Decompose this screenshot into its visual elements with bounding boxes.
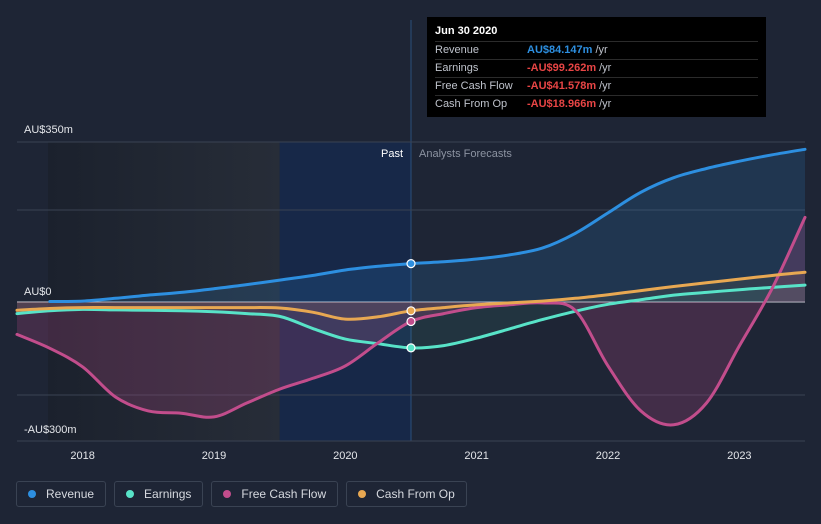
tooltip-value: -AU$99.262m bbox=[527, 62, 597, 74]
tooltip-label: Earnings bbox=[435, 62, 479, 74]
series-area-earnings bbox=[17, 285, 805, 348]
legend-dot-icon bbox=[126, 490, 135, 498]
series-line-revenue bbox=[48, 147, 807, 304]
legend-item-cash-from-op[interactable]: Cash From Op bbox=[346, 481, 467, 507]
x-tick-label: 2019 bbox=[202, 450, 226, 462]
highlight-point bbox=[406, 259, 416, 269]
tooltip-value: -AU$18.966m bbox=[527, 98, 597, 110]
tooltip-label: Revenue bbox=[435, 44, 480, 56]
legend-item-earnings[interactable]: Earnings bbox=[114, 481, 204, 507]
past-highlight-region bbox=[279, 142, 411, 441]
y-tick-label: -AU$300m bbox=[24, 424, 77, 436]
tooltip-unit: /yr bbox=[599, 98, 612, 110]
series-area-revenue bbox=[49, 149, 806, 302]
legend-dot-icon bbox=[358, 490, 367, 498]
tooltip-panel: Jun 30 2020 Revenue AU$84.147m /yr Earni… bbox=[427, 17, 766, 117]
x-tick-label: 2021 bbox=[464, 450, 488, 462]
legend-label: Free Cash Flow bbox=[241, 487, 327, 501]
tooltip-row-cash-from-op: Cash From Op -AU$18.966m /yr bbox=[435, 95, 758, 113]
forecast-label: Analysts Forecasts bbox=[419, 148, 512, 160]
tooltip-unit: /yr bbox=[599, 62, 612, 74]
tooltip-value: -AU$41.578m bbox=[527, 80, 597, 92]
past-region-bg bbox=[48, 142, 280, 441]
legend-dot-icon bbox=[223, 490, 232, 498]
tooltip-row-free-cash-flow: Free Cash Flow -AU$41.578m /yr bbox=[435, 77, 758, 95]
tooltip-date: Jun 30 2020 bbox=[435, 25, 498, 37]
tooltip-unit: /yr bbox=[599, 80, 612, 92]
y-tick-label: AU$350m bbox=[24, 124, 73, 136]
tooltip-row-earnings: Earnings -AU$99.262m /yr bbox=[435, 59, 758, 77]
legend-dot-icon bbox=[28, 490, 36, 498]
legend-item-revenue[interactable]: Revenue bbox=[16, 481, 107, 507]
x-tick-label: 2018 bbox=[70, 450, 94, 462]
x-tick-label: 2023 bbox=[727, 450, 751, 462]
x-tick-label: 2020 bbox=[333, 450, 357, 462]
tooltip-value: AU$84.147m bbox=[527, 44, 593, 56]
past-label: Past bbox=[381, 148, 403, 160]
legend-label: Earnings bbox=[144, 487, 192, 501]
y-tick-label: AU$0 bbox=[24, 286, 52, 298]
legend-item-free-cash-flow[interactable]: Free Cash Flow bbox=[211, 481, 339, 507]
tooltip-label: Free Cash Flow bbox=[435, 80, 513, 92]
tooltip-label: Cash From Op bbox=[435, 98, 508, 110]
chart-legend: Revenue Earnings Free Cash Flow Cash Fro… bbox=[16, 481, 467, 507]
highlight-point bbox=[406, 343, 416, 353]
tooltip-unit: /yr bbox=[595, 44, 608, 56]
highlight-point bbox=[406, 316, 416, 327]
legend-label: Cash From Op bbox=[376, 487, 455, 501]
legend-label: Revenue bbox=[46, 487, 95, 501]
highlight-point bbox=[406, 306, 416, 316]
tooltip-row-revenue: Revenue AU$84.147m /yr bbox=[435, 41, 758, 59]
x-tick-label: 2022 bbox=[596, 450, 620, 462]
